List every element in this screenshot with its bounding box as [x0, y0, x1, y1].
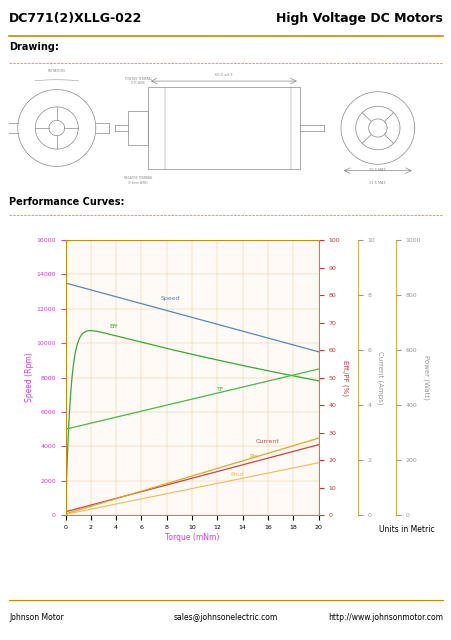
Text: Eff: Eff	[110, 324, 118, 329]
Text: Speed: Speed	[160, 296, 179, 301]
Text: Pin: Pin	[249, 454, 258, 459]
Y-axis label: Eff./PF (%): Eff./PF (%)	[341, 360, 348, 396]
Text: http://www.johnsonmotor.com: http://www.johnsonmotor.com	[327, 613, 442, 622]
Text: 60.0 ±0.3: 60.0 ±0.3	[215, 73, 232, 77]
Text: Units in Metric: Units in Metric	[378, 525, 433, 534]
Text: TF: TF	[217, 387, 225, 392]
Text: Drawing:: Drawing:	[9, 42, 59, 52]
Text: Pout: Pout	[230, 472, 243, 477]
Text: Performance Curves:: Performance Curves:	[9, 197, 124, 207]
Y-axis label: Current (Amps): Current (Amps)	[376, 351, 382, 404]
Y-axis label: Power (Watt): Power (Watt)	[422, 355, 428, 400]
Text: POSITIVE TERMINAL
0.75 WIRE: POSITIVE TERMINAL 0.75 WIRE	[124, 77, 152, 85]
Y-axis label: Speed (Rpm): Speed (Rpm)	[24, 353, 33, 403]
Bar	[128, 111, 147, 145]
Bar	[147, 88, 299, 168]
Text: High Voltage DC Motors: High Voltage DC Motors	[276, 12, 442, 25]
Text: 30.5 MAX: 30.5 MAX	[368, 168, 386, 172]
Text: NEGATIVE TERMINAL
(0.6mm WIRE): NEGATIVE TERMINAL (0.6mm WIRE)	[124, 176, 152, 185]
X-axis label: Torque (mNm): Torque (mNm)	[165, 532, 219, 541]
Text: DC771(2)XLLG-022: DC771(2)XLLG-022	[9, 12, 142, 25]
Text: 11.5 MAX: 11.5 MAX	[368, 181, 386, 186]
Text: Johnson Motor: Johnson Motor	[9, 613, 64, 622]
Text: sales@johnsonelectric.com: sales@johnsonelectric.com	[174, 613, 277, 622]
Text: ROTATION: ROTATION	[48, 69, 65, 74]
Text: Current: Current	[255, 439, 279, 444]
